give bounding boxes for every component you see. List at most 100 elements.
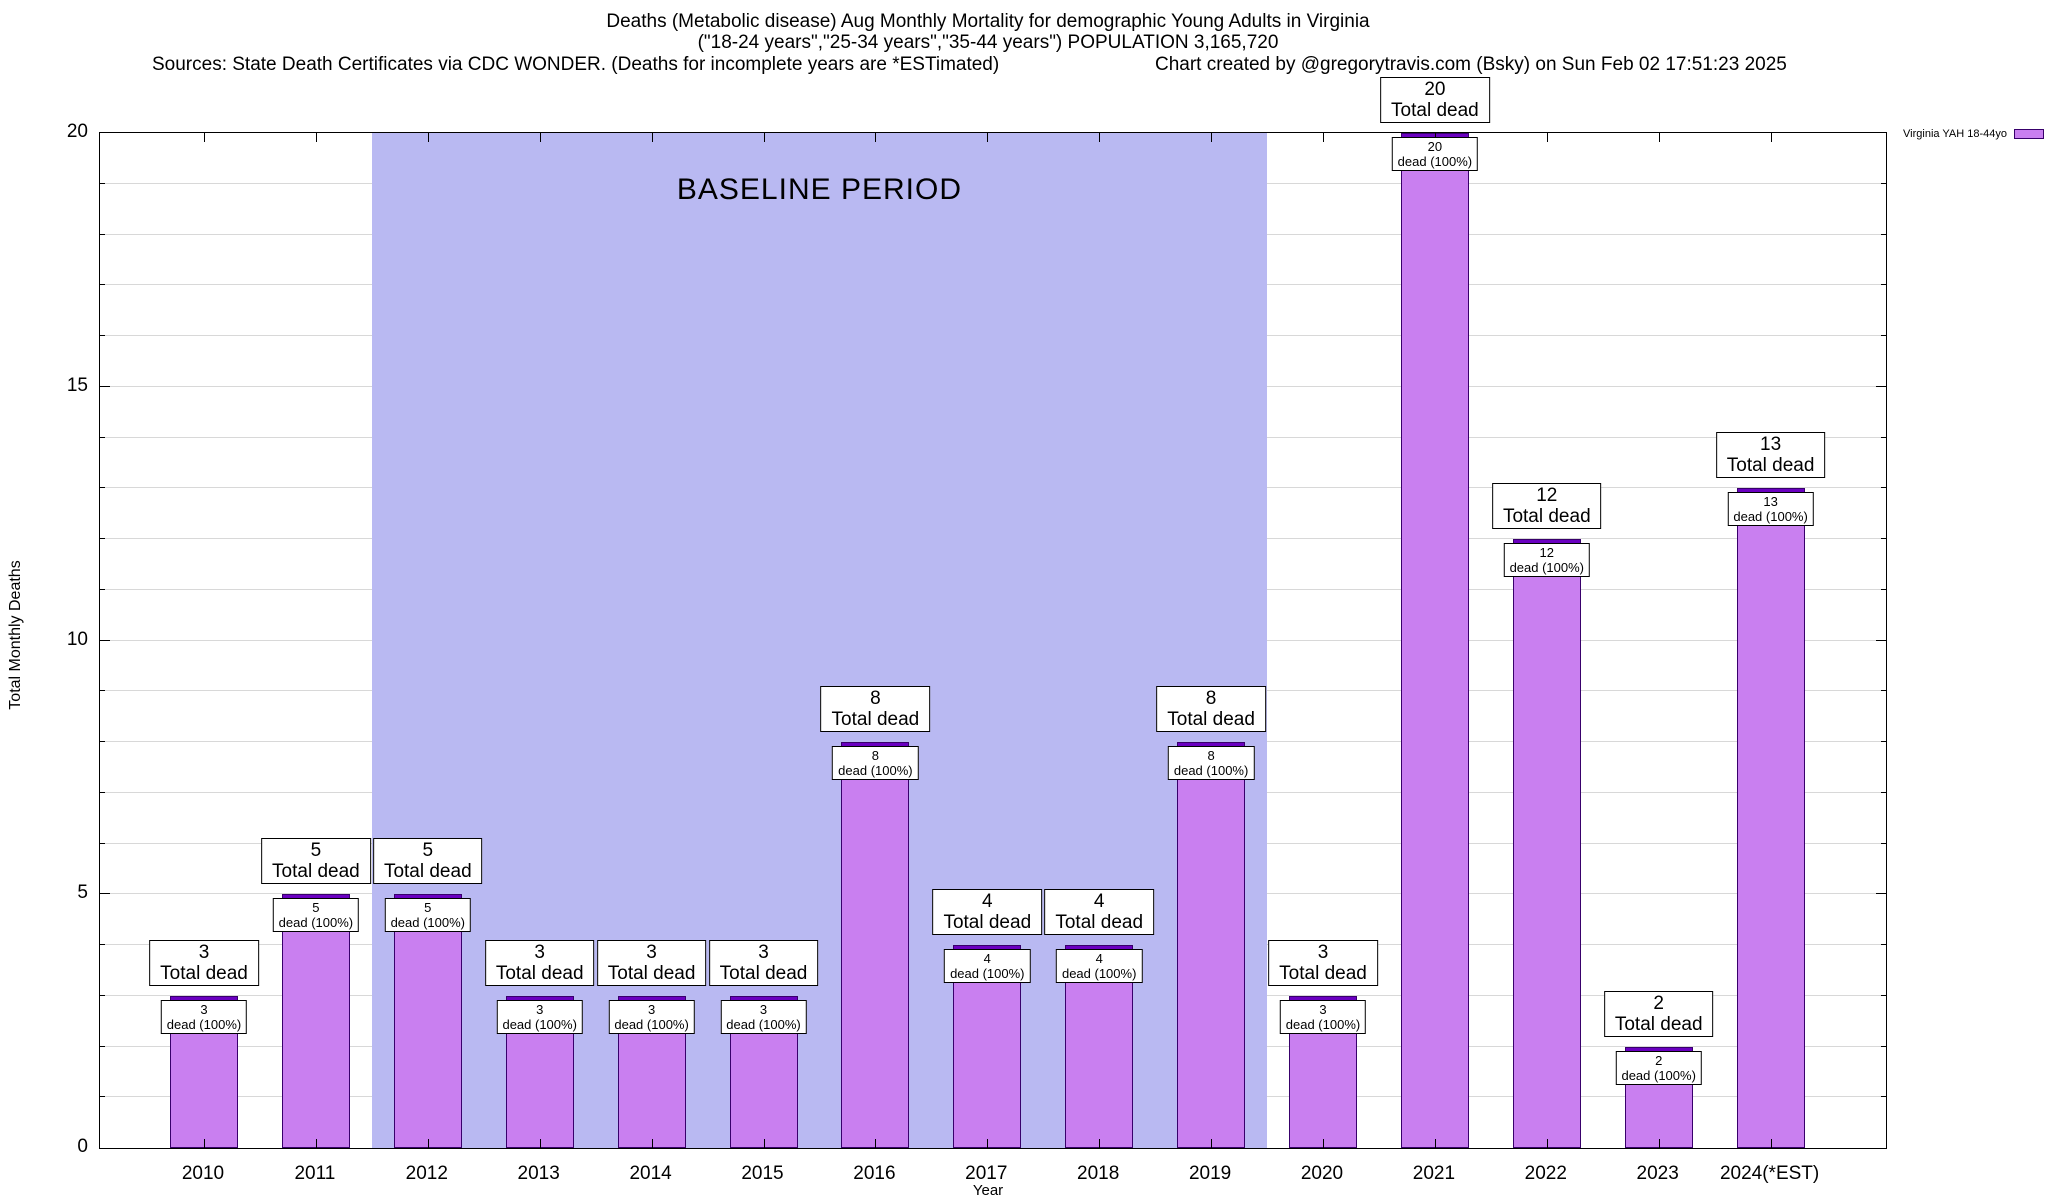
bar-total-suffix: Total dead [1614,1013,1703,1035]
y-tick-mark [100,1045,105,1047]
y-tick-mark [1881,791,1886,793]
x-tick-mark [315,1139,317,1148]
bar-total-value: 3 [1317,941,1329,963]
y-tick-mark [100,944,105,945]
bar-total-value: 20 [1424,79,1446,100]
bar-percent-label: 20 dead (100%) [1391,137,1479,171]
y-tick-label-0: 0 [77,1136,88,1157]
bar-total-value: 12 [1536,485,1558,506]
bar-total-suffix: Total dead [160,962,248,984]
y-tick-mark [100,538,105,539]
y-tick-mark [1881,690,1886,692]
credit-note: Chart created by @gregorytravis.com (Bsk… [1155,54,1787,75]
y-tick-mark [100,335,105,336]
bar-percent-label: 12 dead (100%) [1503,543,1591,577]
y-tick-label-5: 5 [77,882,88,904]
plot-area: BASELINE PERIOD 3 Total dead 3 dead (100%) 5… [99,77,1887,1149]
bar-percent-value: 5 [312,900,320,916]
x-tick-mark [1770,1139,1772,1148]
bar-2011 [281,894,350,1148]
x-tick-mark [1211,133,1213,142]
legend-swatch [2014,129,2044,139]
bar-total-label: 2 Total dead [1603,990,1714,1037]
bar-total-label: 3 Total dead [596,939,707,986]
y-tick-mark [1881,994,1886,996]
y-tick-mark [100,588,105,590]
x-tick-mark [1099,133,1101,142]
y-tick-mark [1876,385,1886,387]
x-tick-mark [1546,133,1548,142]
bar-percent-value: 8 [1207,748,1215,763]
bar-2012 [393,894,462,1148]
x-tick-mark [763,133,765,142]
x-tick-mark [1323,1139,1324,1148]
x-tick-label-2010: 2010 [181,1163,225,1184]
bar-percent-label: 5 dead (100%) [272,898,360,933]
x-tick-mark [427,1139,429,1148]
y-tick-mark [1881,335,1886,336]
bar-percent-suffix: dead (100%) [950,966,1025,981]
bar-percent-label: 3 dead (100%) [608,999,695,1034]
x-tick-mark [1211,1139,1213,1148]
bar-total-value: 3 [758,941,769,963]
y-tick-mark [1881,182,1886,184]
bar-percent-label: 4 dead (100%) [1055,949,1143,983]
bar-total-label: 3 Total dead [708,939,819,986]
sources-note: Sources: State Death Certificates via CD… [152,54,1000,75]
bar-percent-label: 13 dead (100%) [1727,492,1814,527]
x-axis-title: Year [972,1182,1004,1199]
bar-total-value: 3 [534,941,545,963]
bar-total-value: 5 [422,840,434,862]
chart-subtitle: ("18-24 years","25-34 years","35-44 year… [697,32,1279,53]
y-tick-mark [100,639,110,641]
bar-percent-value: 3 [200,1001,208,1017]
bar-percent-value: 3 [1319,1001,1327,1017]
bar-total-label: 12 Total dead [1491,483,1602,529]
x-tick-mark [539,1139,541,1148]
bar-2021 [1400,133,1469,1148]
x-tick-mark [651,133,653,142]
x-tick-label-2022: 2022 [1524,1163,1567,1184]
bar-total-suffix: Total dead [383,861,472,883]
y-tick-mark [1881,436,1886,438]
bar-total-suffix: Total dead [1391,100,1479,121]
y-tick-label-10: 10 [66,628,88,650]
bar-total-label: 3 Total dead [1268,939,1378,986]
x-tick-mark [1658,1139,1660,1148]
y-tick-mark [100,791,105,793]
y-tick-mark [1881,233,1886,235]
bar-total-suffix: Total dead [1279,962,1367,984]
bar-total-label: 20 Total dead [1380,77,1490,123]
bar-total-label: 3 Total dead [149,939,259,986]
bar-total-label: 13 Total dead [1715,432,1826,479]
x-tick-mark [204,133,205,142]
bar-total-suffix: Total dead [1502,506,1591,527]
y-tick-mark [100,842,105,844]
bar-total-suffix: Total dead [831,709,920,730]
bar-percent-value: 3 [647,1001,656,1017]
x-tick-mark [315,133,317,142]
bar-percent-label: 8 dead (100%) [832,746,919,780]
y-tick-mark [100,487,105,489]
chart-title: Deaths (Metabolic disease) Aug Monthly M… [606,11,1370,32]
bar-percent-suffix: dead (100%) [1173,763,1249,778]
x-tick-mark [875,133,877,142]
bar-total-label: 5 Total dead [372,838,483,885]
y-tick-mark [1876,893,1886,895]
y-tick-mark [100,741,105,742]
y-tick-mark [100,1096,105,1098]
bar-total-label: 4 Total dead [1044,889,1155,935]
x-tick-mark [1323,133,1324,142]
bar-percent-value: 3 [536,1001,544,1017]
x-tick-label-2014: 2014 [629,1163,672,1184]
x-tick-mark [987,133,989,142]
x-tick-label-2013: 2013 [517,1163,560,1184]
x-tick-mark [1434,1139,1436,1148]
bar-percent-label: 8 dead (100%) [1167,746,1255,780]
x-tick-mark [1658,133,1660,142]
y-tick-mark [1881,842,1886,844]
bar-total-label: 8 Total dead [1156,686,1266,732]
bar-total-suffix: Total dead [719,962,808,984]
bar-percent-label: 2 dead (100%) [1615,1050,1702,1085]
bar-percent-suffix: dead (100%) [1061,966,1137,981]
